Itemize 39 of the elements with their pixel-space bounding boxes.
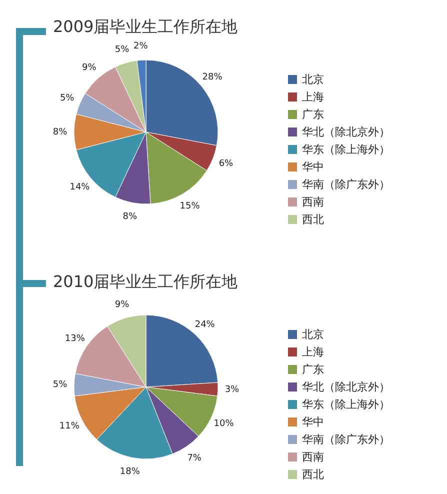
legend-label: 上海 <box>302 90 324 104</box>
chart-title: 2009届毕业生工作所在地 <box>53 17 238 36</box>
legend-label: 华中 <box>302 416 324 429</box>
data-label: 13% <box>64 334 86 344</box>
data-label: 28% <box>202 72 223 83</box>
legend-label: 上海 <box>302 346 324 359</box>
legend-label: 西北 <box>302 213 324 226</box>
legend-label: 广东 <box>302 363 324 376</box>
data-label: 3% <box>224 385 240 396</box>
data-label: 9% <box>114 300 130 310</box>
data-label: 14% <box>70 182 90 192</box>
legend-label: 华南（除广东外） <box>302 178 390 192</box>
data-label: 7% <box>187 454 202 464</box>
chart-title: 2010届毕业生工作所在地 <box>53 272 238 291</box>
legend-label: 广东 <box>302 108 324 122</box>
data-label: 6% <box>218 159 234 170</box>
legend-label: 华中 <box>302 160 324 174</box>
data-label: 10% <box>214 419 234 430</box>
legend-label: 华北（除北京外） <box>302 380 390 394</box>
legend-label: 北京 <box>302 73 324 86</box>
data-label: 15% <box>180 201 200 212</box>
data-label: 24% <box>194 320 216 330</box>
legend-label: 北京 <box>302 328 324 342</box>
legend-label: 西南 <box>302 196 324 209</box>
data-label: 5% <box>52 380 68 390</box>
data-label: 9% <box>82 62 97 73</box>
data-label: 8% <box>122 212 138 222</box>
legend-label: 西南 <box>302 450 324 464</box>
data-label: 18% <box>120 466 140 477</box>
legend-label: 华北（除北京外） <box>302 126 390 139</box>
legend-label: 西北 <box>302 468 324 482</box>
data-label: 11% <box>59 421 80 432</box>
data-label: 8% <box>52 127 68 138</box>
legend-label: 华东（除上海外） <box>302 143 390 156</box>
data-label: 5% <box>60 93 75 104</box>
legend-label: 华南（除广东外） <box>302 433 390 446</box>
data-label: 2% <box>133 42 148 52</box>
data-label: 5% <box>114 44 130 55</box>
legend-label: 华东（除上海外） <box>302 398 390 412</box>
